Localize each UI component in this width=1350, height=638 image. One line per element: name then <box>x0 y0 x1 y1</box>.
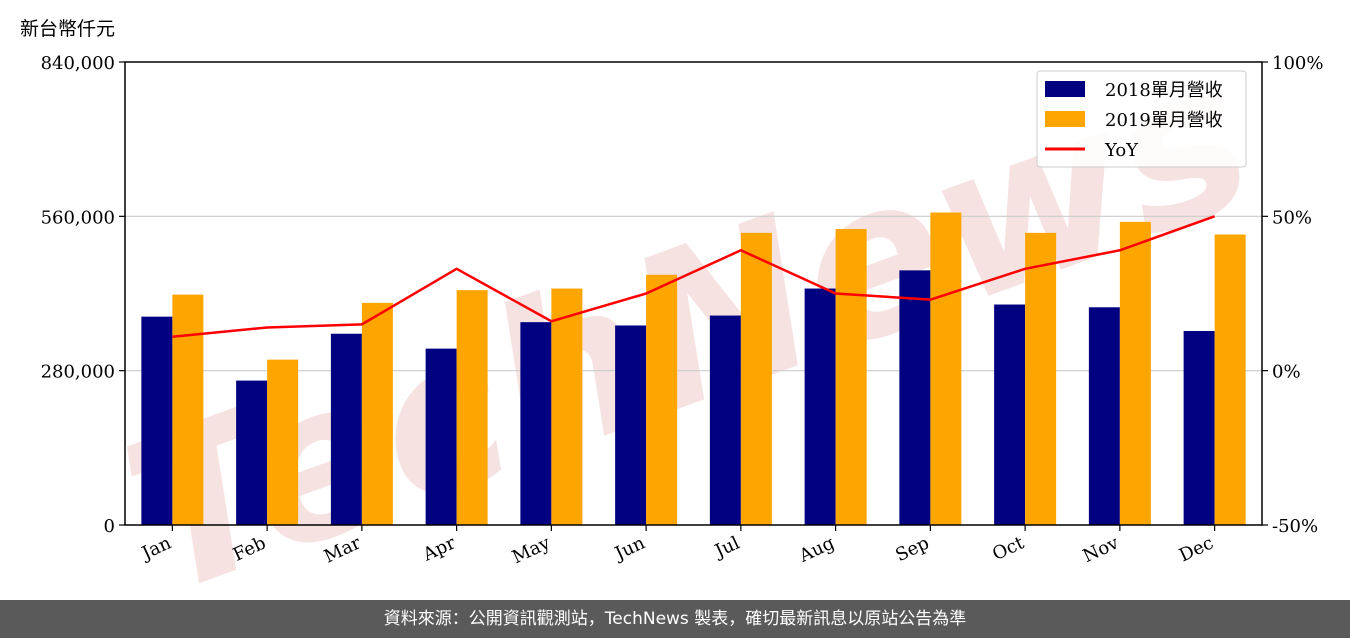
bar-2018-jul <box>709 315 741 525</box>
legend-label-2019: 2019單月營收 <box>1105 110 1223 131</box>
x-tick-label-jul: Jul <box>710 532 743 562</box>
bar-2018-nov <box>1088 307 1120 525</box>
bar-2018-jun <box>615 325 647 525</box>
bar-2019-aug <box>835 229 867 525</box>
bar-2019-jan <box>172 294 204 525</box>
legend-swatch-2018 <box>1045 81 1085 97</box>
bar-2018-aug <box>804 288 836 525</box>
bar-2019-nov <box>1119 221 1151 525</box>
legend-swatch-2019 <box>1045 111 1085 127</box>
y-tick-label-1: 280,000 <box>41 362 115 383</box>
bar-2019-apr <box>456 290 488 525</box>
y2-tick-label-0: -50% <box>1272 516 1318 537</box>
legend-box <box>1036 70 1247 168</box>
bar-2018-feb <box>236 380 268 525</box>
legend: 2018單月營收 2019單月營收 YoY <box>1036 70 1247 168</box>
bar-2018-sep <box>899 270 931 525</box>
plot-frame <box>124 61 1263 526</box>
y-tick-label-0: 0 <box>104 516 115 537</box>
x-tick-label-nov: Nov <box>1080 532 1123 567</box>
bar-2018-may <box>520 322 552 525</box>
bar-2019-jun <box>646 274 678 525</box>
bar-2018-oct <box>994 304 1026 525</box>
bar-2018-mar <box>330 333 362 525</box>
yoy-line <box>172 215 1216 338</box>
x-tick-label-aug: Aug <box>795 532 838 567</box>
grid-lines <box>125 215 1262 372</box>
bar-2019-dec <box>1214 234 1246 525</box>
bar-2018-dec <box>1183 330 1215 525</box>
y2-tick-label-2: 50% <box>1272 207 1312 228</box>
x-tick-label-sep: Sep <box>892 532 932 566</box>
source-footer: 資料來源：公開資訊觀測站，TechNews 製表，確切最新訊息以原站公告為準 <box>0 600 1350 638</box>
bar-2019-jul <box>740 232 772 525</box>
x-tick-label-jun: Jun <box>610 532 649 565</box>
legend-label-yoy: YoY <box>1104 140 1139 161</box>
bar-2019-sep <box>930 212 962 525</box>
bar-2019-feb <box>267 359 299 525</box>
y2-tick-label-1: 0% <box>1272 362 1301 383</box>
revenue-chart: TechNews 0280,000560,000840,000-50%0%50%… <box>41 12 1324 600</box>
bar-2019-may <box>551 288 583 525</box>
bars <box>141 212 1246 525</box>
y2-tick-label-3: 100% <box>1272 53 1323 74</box>
yoy-line-layer <box>172 215 1216 338</box>
x-tick-label-oct: Oct <box>989 532 1028 565</box>
bar-2019-mar <box>361 302 393 525</box>
x-tick-label-may: May <box>509 532 554 568</box>
y-tick-label-3: 840,000 <box>41 53 115 74</box>
bar-2018-apr <box>425 348 457 525</box>
y-axis-unit-label: 新台幣仟元 <box>20 18 116 40</box>
legend-label-2018: 2018單月營收 <box>1105 80 1223 101</box>
y-tick-label-2: 560,000 <box>41 207 115 228</box>
x-tick-label-dec: Dec <box>1176 532 1217 566</box>
bar-2018-jan <box>141 316 173 525</box>
bar-2019-oct <box>1025 232 1057 525</box>
